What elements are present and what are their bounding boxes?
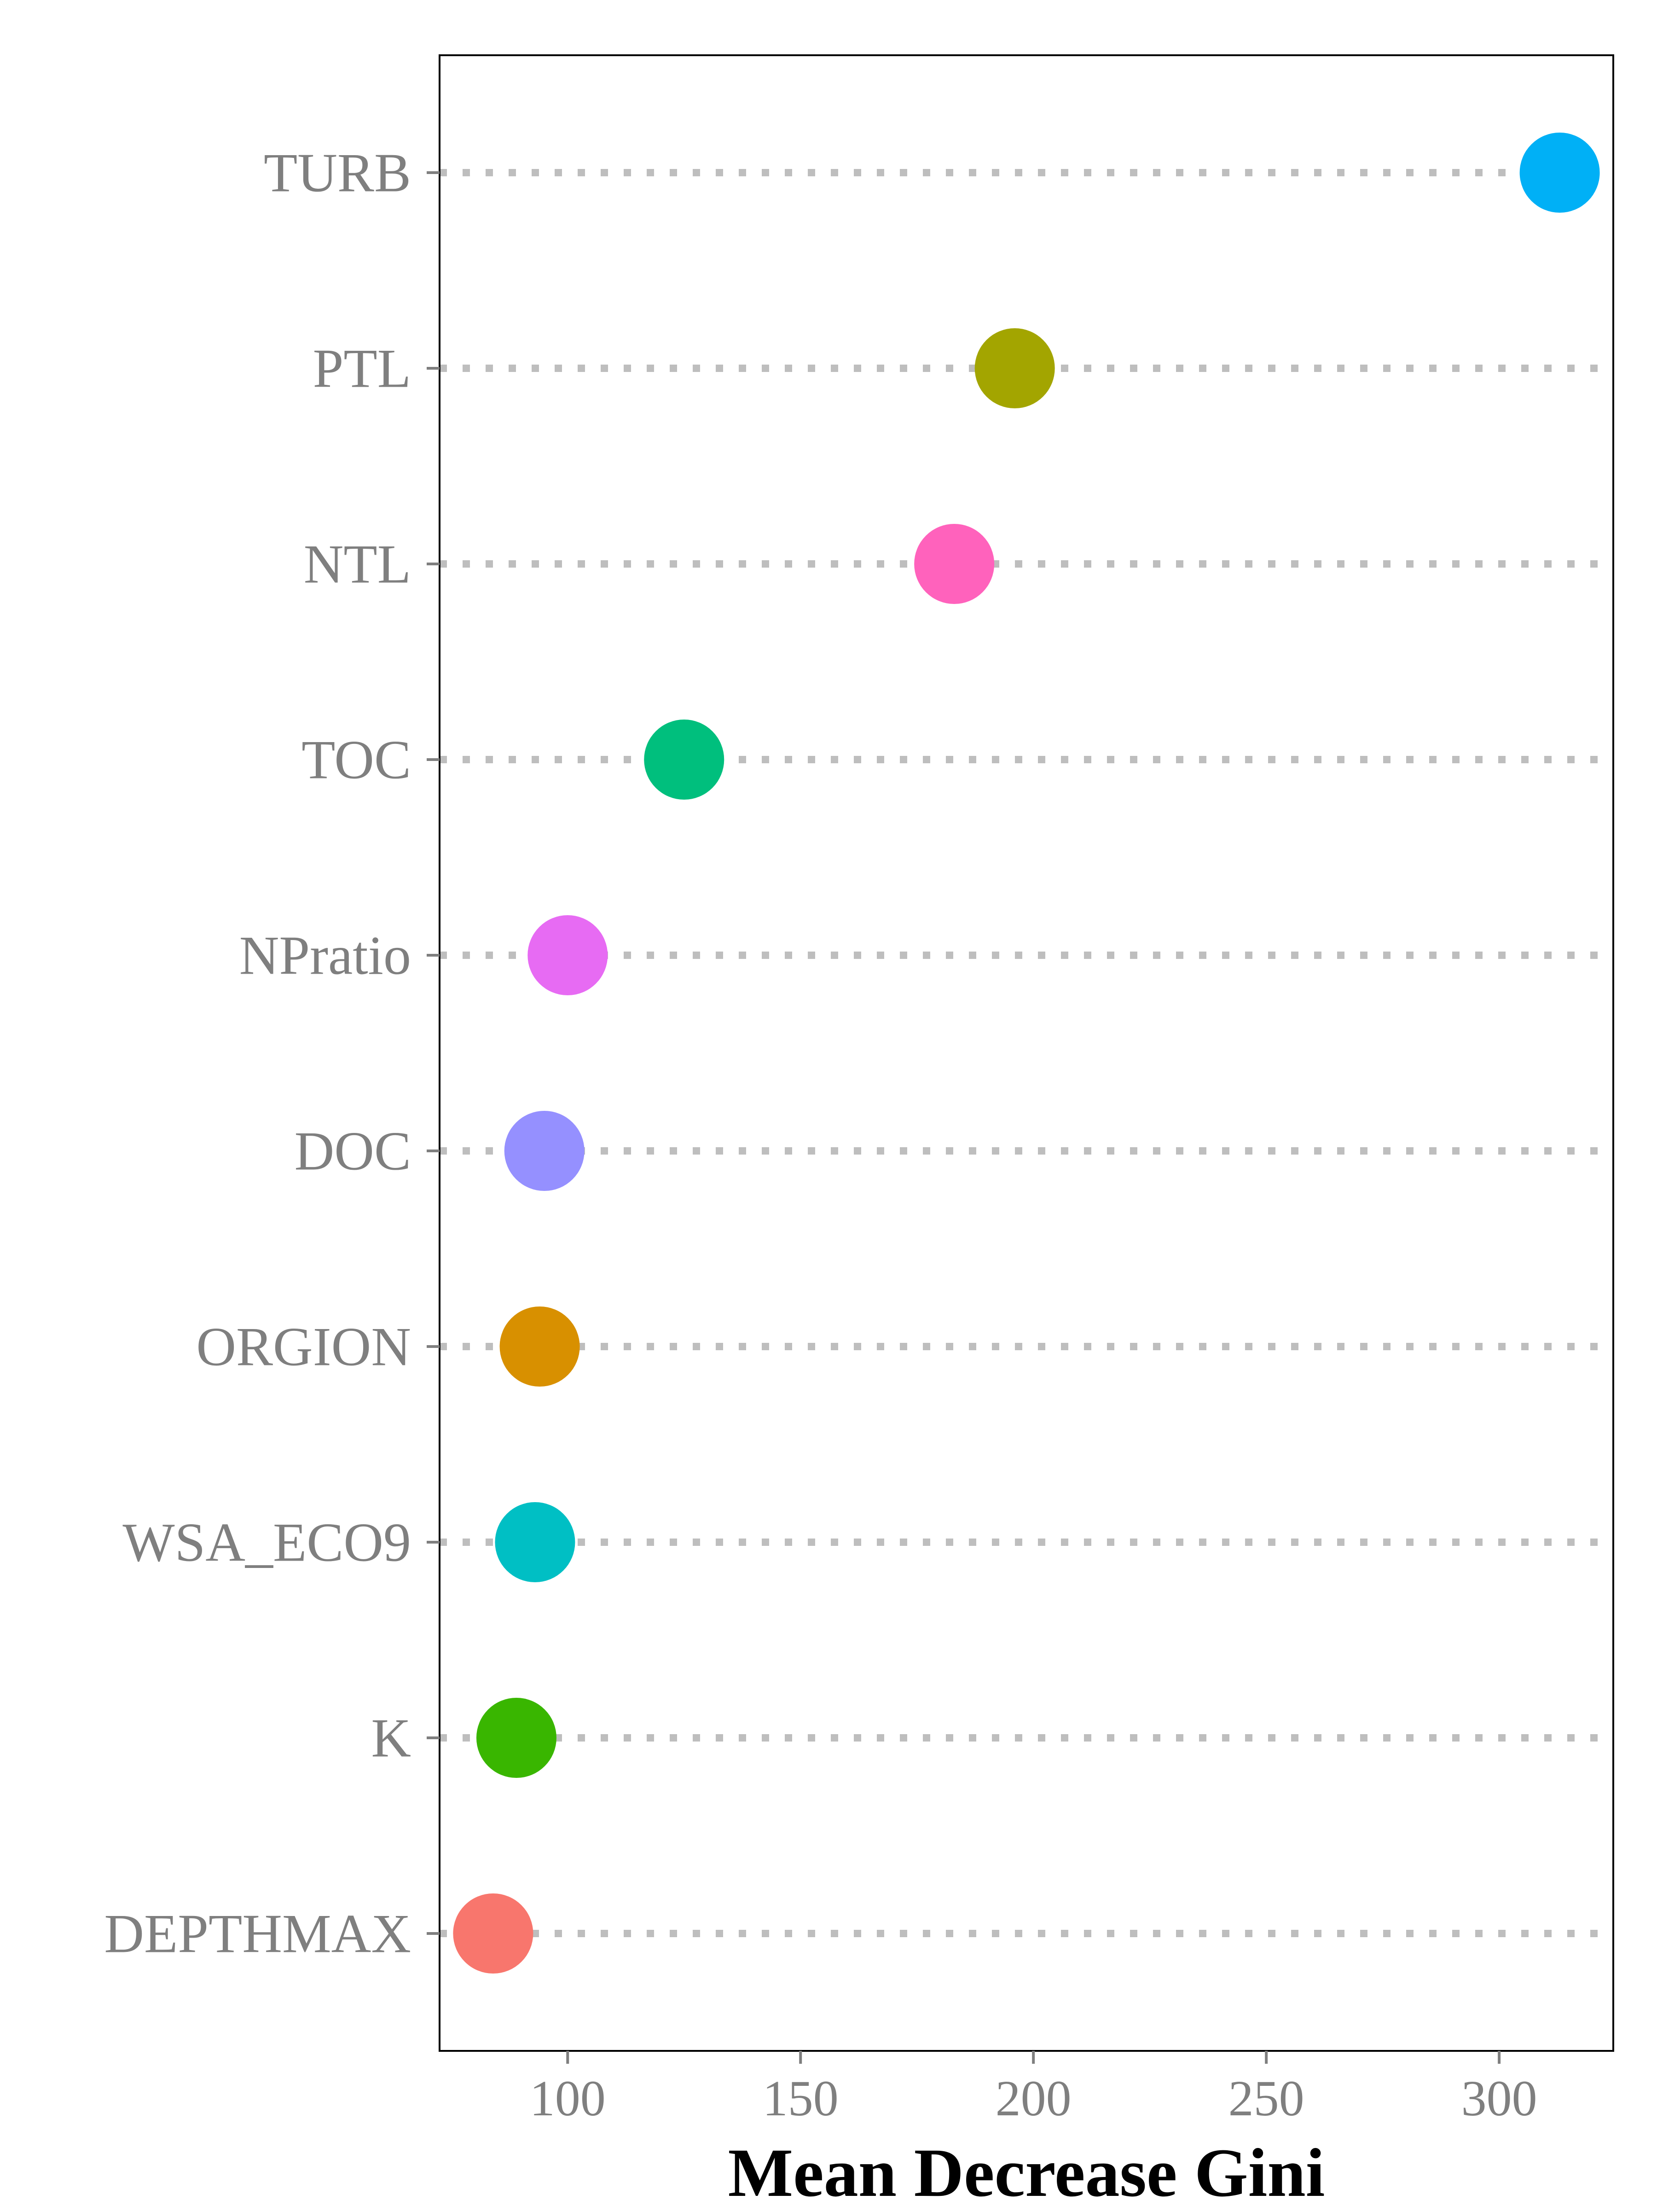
point-ptl (974, 328, 1055, 408)
y-tick-label-npratio: NPratio (239, 925, 411, 986)
point-npratio (527, 915, 608, 995)
y-tick-label-orgion: ORGION (196, 1316, 411, 1377)
x-axis-title: Mean Decrease Gini (728, 2135, 1325, 2210)
point-k (476, 1698, 556, 1778)
y-tick-label-toc: TOC (301, 729, 411, 790)
leader-lines (440, 169, 1613, 1937)
x-tick-label-200: 200 (996, 2070, 1072, 2126)
y-tick-label-ptl: PTL (313, 338, 411, 399)
y-tick-label-wsa-eco9: WSA_ECO9 (122, 1512, 411, 1573)
point-doc (504, 1111, 585, 1191)
y-tick-label-k: K (371, 1707, 411, 1769)
point-turb (1519, 133, 1600, 213)
plot-panel-border (439, 54, 1614, 2052)
y-tick-label-turb: TURB (264, 142, 411, 203)
y-axis: TURB PTL NTL TOC NPratio DOC ORGION WSA_ECO9 K DE… (104, 142, 440, 1964)
point-orgion (499, 1306, 580, 1387)
point-ntl (914, 524, 995, 604)
y-tick-label-depthmax: DEPTHMAX (104, 1903, 411, 1964)
point-toc (644, 720, 724, 800)
x-tick-label-100: 100 (530, 2070, 606, 2126)
x-axis: 100 150 200 250 300 (530, 2051, 1537, 2126)
y-tick-label-ntl: NTL (304, 534, 411, 595)
x-tick-label-300: 300 (1461, 2070, 1537, 2126)
point-wsa-eco9 (495, 1502, 575, 1582)
x-tick-label-250: 250 (1228, 2070, 1304, 2126)
x-tick-label-150: 150 (763, 2070, 839, 2126)
y-tick-label-doc: DOC (295, 1121, 411, 1182)
point-depthmax (453, 1893, 533, 1974)
data-points (453, 133, 1600, 1974)
